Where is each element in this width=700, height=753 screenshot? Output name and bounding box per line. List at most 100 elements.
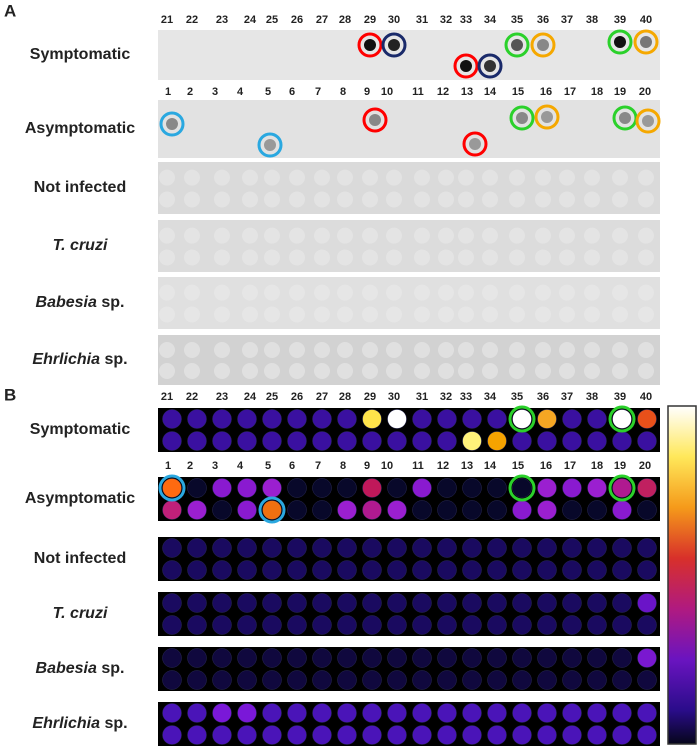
spot: [458, 227, 474, 244]
spot: [264, 363, 280, 379]
spot-number: 14: [484, 86, 497, 98]
spot-number: 33: [460, 391, 472, 403]
spot: [242, 191, 258, 208]
spot-number: 2: [187, 460, 193, 472]
highlight-ring: [534, 104, 560, 130]
spot: [264, 249, 280, 266]
spot: [242, 227, 258, 244]
highlight-ring: [633, 29, 659, 55]
spot: [212, 560, 232, 580]
spot: [387, 431, 407, 451]
spot: [612, 431, 632, 451]
spot-number: 20: [639, 86, 651, 98]
spot: [264, 227, 280, 244]
row-label: Asymptomatic: [25, 120, 135, 137]
spot: [364, 39, 376, 51]
spot: [369, 114, 381, 126]
spot-number: 38: [586, 391, 598, 403]
spot: [386, 249, 402, 266]
spot: [287, 670, 307, 690]
highlight-ring: [477, 53, 503, 79]
spot-number: 31: [416, 391, 428, 403]
spot: [184, 227, 200, 244]
highlight-ring: [607, 29, 633, 55]
spot: [638, 169, 654, 186]
spot: [237, 560, 257, 580]
spot-number: 12: [437, 460, 449, 472]
spot: [337, 409, 357, 429]
spot: [289, 342, 305, 358]
spot: [237, 648, 257, 668]
spot: [187, 593, 207, 613]
spot: [559, 249, 575, 266]
row-label-plain: Asymptomatic: [25, 490, 135, 507]
row-label: Not infected: [34, 179, 126, 196]
spot: [460, 60, 472, 72]
spot: [562, 648, 582, 668]
row-label-plain: Symptomatic: [30, 46, 131, 63]
spot: [458, 249, 474, 266]
spot: [287, 478, 307, 498]
spot-number: 34: [484, 391, 497, 403]
spot: [559, 227, 575, 244]
spot: [312, 725, 332, 745]
spot-number: 32: [440, 14, 452, 26]
spot: [337, 306, 353, 323]
spot: [314, 227, 330, 244]
spot: [314, 306, 330, 323]
spot: [337, 284, 353, 301]
spot: [162, 409, 182, 429]
spot: [482, 342, 498, 358]
spot-number: 22: [186, 14, 198, 26]
spot-number: 19: [614, 460, 626, 472]
spot: [612, 342, 628, 358]
spot: [612, 284, 628, 301]
spot: [535, 363, 551, 379]
spot: [562, 500, 582, 520]
spot: [414, 363, 430, 379]
spot: [487, 500, 507, 520]
spot: [162, 670, 182, 690]
highlight-ring: [158, 474, 186, 502]
spot: [262, 703, 282, 723]
highlight-ring: [508, 474, 536, 502]
row-label-italic: Babesia: [36, 294, 97, 311]
spot: [386, 363, 402, 379]
spot-number: 9: [364, 460, 370, 472]
spot: [362, 284, 378, 301]
spot: [638, 342, 654, 358]
spot: [387, 409, 407, 429]
spot: [212, 725, 232, 745]
spot: [264, 191, 280, 208]
spot: [264, 284, 280, 301]
spot: [512, 703, 532, 723]
spot: [387, 538, 407, 558]
spot: [612, 227, 628, 244]
spot: [159, 191, 175, 208]
spot-number: 18: [591, 460, 603, 472]
spot: [469, 138, 481, 150]
spot: [537, 670, 557, 690]
spot: [437, 409, 457, 429]
spot: [159, 306, 175, 323]
spot: [412, 431, 432, 451]
row-label: Babesia sp.: [36, 660, 125, 677]
spot: [638, 191, 654, 208]
spot: [387, 648, 407, 668]
spot-number: 13: [461, 86, 473, 98]
spot: [612, 500, 632, 520]
spot: [562, 593, 582, 613]
spot: [612, 648, 632, 668]
spot: [438, 169, 454, 186]
spot: [387, 478, 407, 498]
spot: [184, 284, 200, 301]
spot: [511, 39, 523, 51]
spot: [438, 363, 454, 379]
spot: [512, 593, 532, 613]
spot: [587, 500, 607, 520]
spot: [337, 538, 357, 558]
spot: [509, 249, 525, 266]
spot-number: 3: [212, 86, 218, 98]
spot-number: 25: [266, 14, 278, 26]
spot: [162, 560, 182, 580]
